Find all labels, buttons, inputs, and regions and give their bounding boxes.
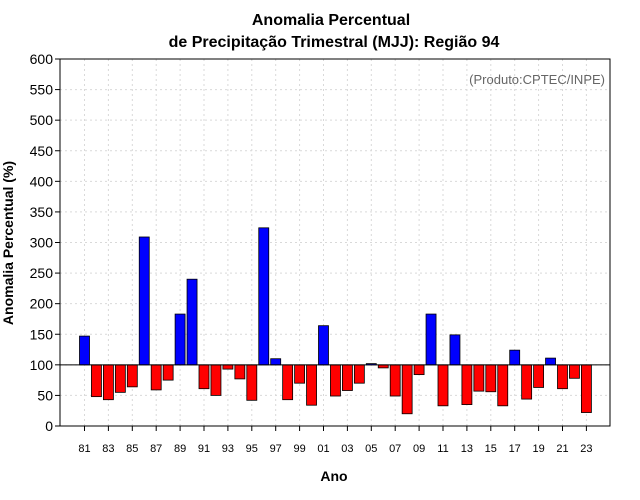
y-tick-label: 100 — [30, 357, 54, 373]
x-tick-label: 87 — [150, 443, 162, 455]
bar-14 — [473, 364, 485, 392]
bar-00 — [306, 364, 317, 406]
x-tick-label: 03 — [341, 443, 353, 455]
chart-title: Anomalia Percentual — [252, 12, 410, 29]
x-tick-label: 99 — [293, 443, 305, 455]
chart-subtitle: de Precipitação Trimestral (MJJ): Região… — [169, 34, 500, 51]
x-tick-label: 05 — [365, 443, 377, 455]
bar-89 — [174, 313, 186, 366]
bar-01 — [318, 325, 329, 366]
bar-04 — [353, 364, 365, 384]
x-tick-label: 13 — [461, 443, 473, 455]
bar-10 — [425, 313, 437, 366]
bar-22 — [569, 364, 580, 379]
bar-11 — [437, 364, 449, 407]
y-axis: 0 50 100 150 200 250 300 350 400 450 500 550 600 — [30, 51, 60, 434]
x-tick-label: 07 — [389, 443, 401, 455]
bar-99 — [294, 364, 306, 384]
bar-92 — [210, 364, 222, 396]
y-tick-label: 50 — [37, 387, 53, 403]
y-tick-label: 300 — [30, 235, 54, 251]
x-tick-label: 81 — [78, 443, 90, 455]
x-tick-label: 19 — [532, 443, 544, 455]
x-tick-label: 95 — [246, 443, 258, 455]
x-tick-label: 09 — [413, 443, 425, 455]
x-axis: 81 83 85 87 89 91 93 95 97 99 01 03 05 07 09 11 13 15 17 19… — [78, 426, 593, 455]
x-axis-label: Ano — [320, 468, 347, 484]
bar-21 — [557, 364, 568, 390]
bar-20 — [545, 357, 556, 366]
bar-85 — [126, 364, 138, 388]
bar-18 — [521, 364, 533, 400]
y-tick-label: 500 — [30, 112, 54, 128]
y-tick-label: 200 — [30, 296, 54, 312]
x-tick-label: 91 — [198, 443, 210, 455]
x-tick-label: 21 — [556, 443, 568, 455]
bar-83 — [103, 364, 114, 401]
bar-19 — [533, 364, 544, 388]
x-tick-label: 97 — [270, 443, 282, 455]
bar-98 — [282, 364, 294, 401]
y-tick-label: 400 — [30, 173, 54, 189]
bar-07 — [389, 364, 401, 397]
bar-02 — [330, 364, 341, 397]
x-tick-label: 23 — [580, 443, 592, 455]
y-tick-label: 150 — [30, 326, 54, 342]
x-tick-label: 89 — [174, 443, 186, 455]
y-tick-label: 350 — [30, 204, 54, 220]
bar-13 — [461, 364, 473, 405]
y-tick-label: 250 — [30, 265, 54, 281]
bar-91 — [198, 364, 210, 390]
y-tick-label: 0 — [45, 418, 53, 434]
y-tick-label: 550 — [30, 82, 54, 98]
bar-94 — [234, 364, 246, 380]
bar-96 — [258, 227, 270, 366]
y-axis-label: Anomalia Percentual (%) — [0, 161, 16, 325]
bar-03 — [341, 364, 353, 391]
x-tick-label: 83 — [102, 443, 114, 455]
x-tick-label: 85 — [126, 443, 138, 455]
bars — [79, 227, 592, 415]
bar-17 — [509, 349, 521, 366]
bar-82 — [91, 364, 102, 398]
bar-09 — [413, 364, 425, 376]
x-tick-label: 01 — [317, 443, 329, 455]
bar-97 — [270, 358, 282, 366]
bar-87 — [150, 364, 162, 391]
bar-86 — [138, 236, 150, 366]
bar-88 — [162, 364, 174, 381]
credit-annotation: (Produto:CPTEC/INPE) — [469, 72, 605, 87]
bar-08 — [401, 364, 413, 415]
bar-90 — [186, 278, 198, 366]
x-tick-label: 11 — [437, 443, 448, 455]
bar-12 — [449, 334, 461, 366]
x-tick-label: 93 — [222, 443, 234, 455]
bar-23 — [581, 364, 592, 413]
x-tick-label: 17 — [509, 443, 521, 455]
bar-84 — [114, 364, 126, 393]
y-tick-label: 450 — [30, 143, 54, 159]
bar-81 — [79, 335, 90, 366]
bar-15 — [485, 364, 497, 393]
bar-95 — [246, 364, 258, 401]
x-tick-label: 15 — [485, 443, 497, 455]
bar-16 — [497, 364, 509, 407]
bar-93 — [222, 364, 234, 370]
y-tick-label: 600 — [30, 51, 54, 67]
